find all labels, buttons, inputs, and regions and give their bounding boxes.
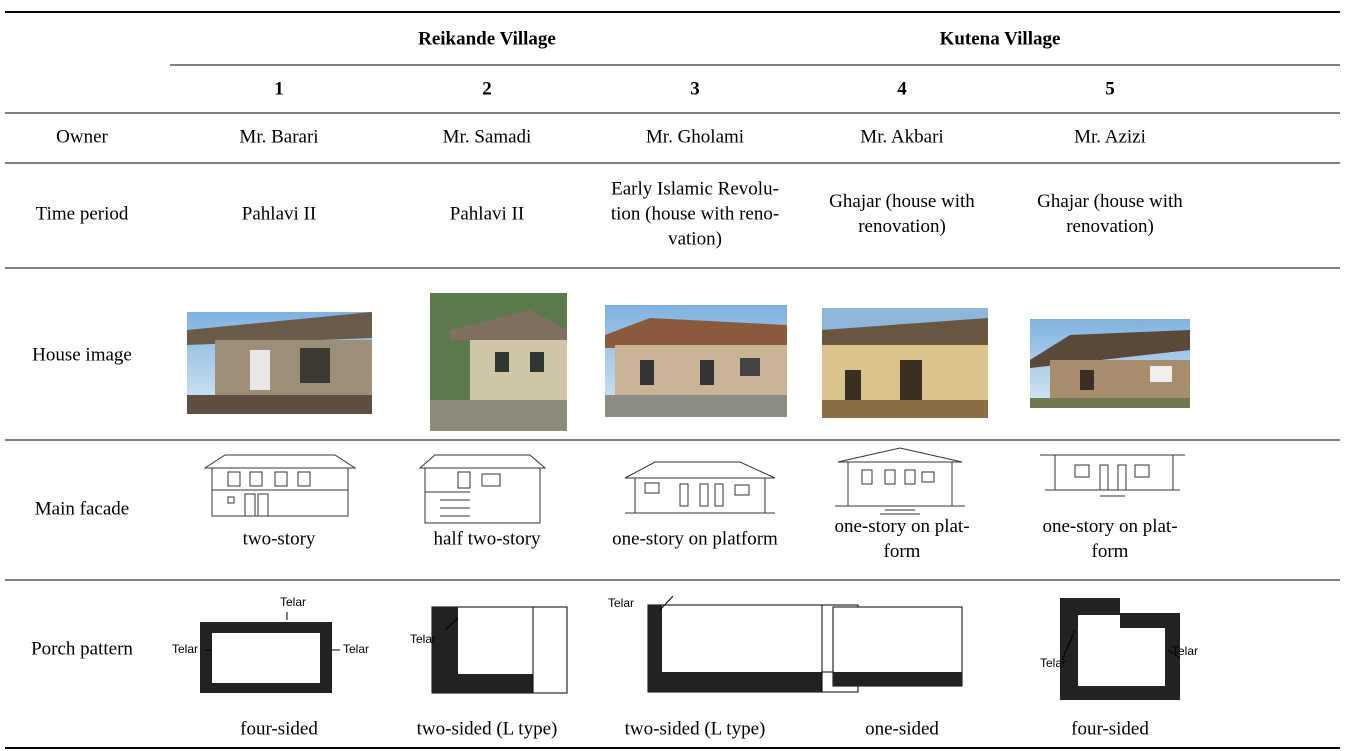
group-header: Kutena Village xyxy=(940,28,1061,49)
telar-label: Telar xyxy=(608,596,634,610)
cell-text: form xyxy=(1092,541,1129,562)
column-number: 3 xyxy=(690,78,700,99)
house-photos xyxy=(187,293,1190,431)
facade xyxy=(835,447,965,515)
photo xyxy=(822,308,988,418)
telar-label: Telar xyxy=(280,595,306,609)
telar-label: Telar xyxy=(343,642,369,656)
cell-text: one-sided xyxy=(865,718,939,739)
telar-label: Telar xyxy=(1040,656,1066,670)
cell-text: vation) xyxy=(668,228,722,249)
cell-text: two-sided (L type) xyxy=(625,718,766,739)
photo xyxy=(430,293,567,431)
telar-label: Telar xyxy=(172,642,198,656)
cell-text: one-story on platform xyxy=(612,528,778,549)
cell-text: one-story on plat- xyxy=(834,516,969,537)
cell-text: Early Islamic Revolu- xyxy=(611,178,779,199)
cell-text: Mr. Barari xyxy=(239,126,318,147)
group-header: Reikande Village xyxy=(418,28,556,49)
photo xyxy=(1030,319,1190,408)
facade xyxy=(624,461,776,514)
text-layer: Reikande Village Kutena Village 1 2 3 4 5 Owner… xyxy=(31,28,1198,739)
cell-text: Mr. Akbari xyxy=(860,126,943,147)
cell-text: form xyxy=(884,541,921,562)
cell-text: renovation) xyxy=(1066,216,1154,237)
row-label: Owner xyxy=(56,126,108,147)
cell-text: one-story on plat- xyxy=(1042,516,1177,537)
photo xyxy=(605,305,787,417)
cell-text: four-sided xyxy=(240,718,318,739)
cell-text: two-sided (L type) xyxy=(417,718,558,739)
cell-text: Ghajar (house with xyxy=(1037,191,1183,212)
cell-text: Pahlavi II xyxy=(450,203,524,224)
porch xyxy=(431,606,568,694)
cell-text: four-sided xyxy=(1071,718,1149,739)
column-number: 5 xyxy=(1105,78,1115,99)
cell-text: tion (house with reno- xyxy=(611,203,779,224)
porch xyxy=(832,606,963,687)
cell-text: half two-story xyxy=(433,528,541,549)
cell-text: Ghajar (house with xyxy=(829,191,975,212)
facade xyxy=(203,454,357,517)
row-label: Porch pattern xyxy=(31,638,133,659)
facade xyxy=(1040,454,1185,497)
rules xyxy=(5,11,1340,749)
cell-text: Pahlavi II xyxy=(242,203,316,224)
porch-diagrams xyxy=(200,595,1181,700)
facade-drawings xyxy=(203,447,1185,524)
cell-text: Mr. Azizi xyxy=(1074,126,1146,147)
cell-text: Mr. Gholami xyxy=(646,126,744,147)
column-number: 2 xyxy=(482,78,492,99)
cell-text: two-story xyxy=(243,528,316,549)
row-label: Time period xyxy=(36,203,129,224)
cell-text: renovation) xyxy=(858,216,946,237)
porch xyxy=(1060,598,1180,700)
facade xyxy=(418,454,547,524)
column-number: 1 xyxy=(274,78,284,99)
cell-text: Mr. Samadi xyxy=(443,126,532,147)
column-number: 4 xyxy=(897,78,907,99)
row-label: Main facade xyxy=(35,498,129,519)
telar-label: Telar xyxy=(1172,644,1198,658)
telar-label: Telar xyxy=(410,632,436,646)
photo xyxy=(187,312,372,414)
porch xyxy=(647,604,859,693)
row-label: House image xyxy=(32,344,132,365)
